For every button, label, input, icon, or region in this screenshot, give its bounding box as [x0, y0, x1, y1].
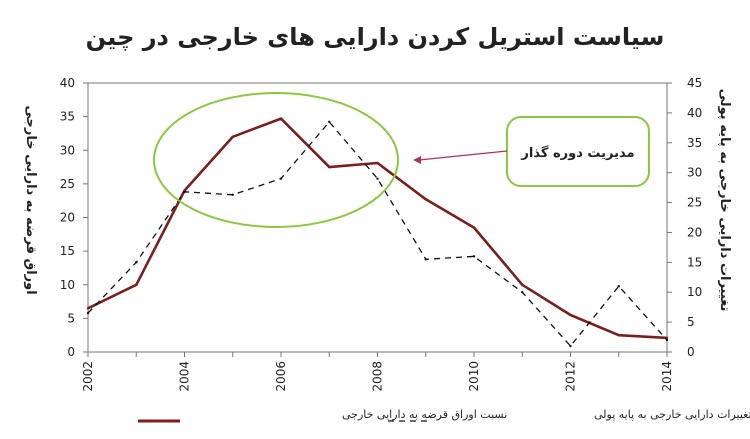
solid-point: [424, 198, 427, 201]
solid-point: [135, 283, 138, 286]
x-tick-label: 2008: [371, 361, 385, 392]
solid-point: [569, 313, 572, 317]
x-tick-label: 2004: [178, 361, 192, 392]
y-left-tick-label: 35: [60, 110, 75, 124]
legend-label-dashed: تغییرات دارایی خارجی به پایه پولی: [594, 408, 750, 421]
x-tick-label: 2014: [660, 361, 674, 392]
dashed-point: [521, 291, 524, 294]
y-right-tick-label: 20: [687, 225, 702, 239]
y-right-tick-label: 5: [687, 315, 695, 329]
plot-area: 0 5 10 15 20 25 30 35 40 0 5 10 15 20 25 30 35 40 45 2002 20…: [60, 76, 703, 392]
annotation-ellipse: [153, 92, 399, 228]
solid-point: [86, 307, 90, 310]
y-left-tick-label: 25: [60, 177, 75, 191]
dashed-point: [86, 311, 90, 315]
y-right-tick-label: 45: [687, 76, 702, 90]
x-tick-label: 2012: [564, 361, 578, 392]
y-left-tick-label: 0: [67, 345, 75, 359]
annotation-text: مدیریت دوره گذار: [520, 145, 634, 161]
y-left-tick-label: 30: [60, 143, 75, 157]
y-right-tick-label: 35: [687, 136, 702, 150]
dashed-point: [231, 193, 234, 196]
y-axis-right-label: تغییرات دارایی خارجی به پایه پولی: [717, 89, 732, 312]
y-left-tick-label: 15: [60, 244, 75, 258]
x-tick-label: 2002: [81, 361, 95, 392]
solid-point: [472, 226, 476, 229]
dashed-point: [424, 258, 427, 261]
chart-title: سیاست استریل کردن دارایی های خارجی در چی…: [86, 23, 665, 51]
dashed-point: [617, 285, 620, 288]
solid-point: [617, 333, 620, 337]
y-axis-left-label: اوراق قرضه به دارایی خارجی: [23, 105, 38, 294]
solid-point: [521, 283, 524, 286]
dashed-point: [328, 120, 331, 124]
solid-point: [328, 165, 331, 169]
dashed-point: [183, 190, 186, 193]
y-right-tick-label: 10: [687, 285, 702, 299]
solid-point: [279, 117, 283, 120]
x-tick-label: 2010: [467, 361, 481, 392]
y-left-tick-label: 10: [60, 278, 75, 292]
y-right-tick-label: 30: [687, 166, 702, 180]
legend-label-solid: نسبت اوراق قرضه به دارایی خارجی: [342, 408, 507, 421]
y-right-tick-label: 25: [687, 196, 702, 210]
dashed-point: [472, 255, 476, 258]
annotation-arrow: [418, 150, 508, 161]
solid-point: [376, 161, 379, 165]
y-left-tick-label: 5: [67, 311, 75, 325]
dashed-point: [569, 344, 572, 348]
y-left-tick-label: 20: [60, 211, 75, 225]
y-right-tick-label: 40: [687, 106, 702, 120]
y-right-tick-label: 0: [687, 345, 695, 359]
x-tick-label: 2006: [274, 361, 288, 392]
solid-point: [231, 135, 234, 138]
dashed-point: [665, 338, 669, 342]
dashed-point: [279, 177, 283, 180]
y-left-tick-label: 40: [60, 76, 75, 90]
y-right-tick-label: 15: [687, 255, 702, 269]
annotation-arrowhead: [413, 156, 421, 164]
dashed-point: [135, 261, 138, 264]
dashed-point: [376, 177, 379, 180]
